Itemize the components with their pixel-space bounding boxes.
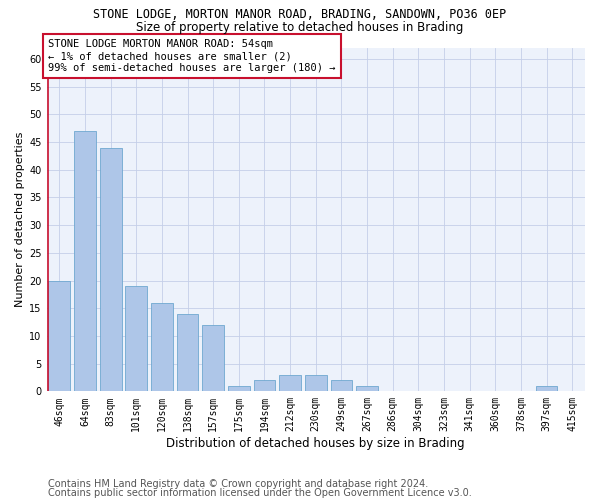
Text: STONE LODGE MORTON MANOR ROAD: 54sqm
← 1% of detached houses are smaller (2)
99%: STONE LODGE MORTON MANOR ROAD: 54sqm ← 1… xyxy=(49,40,336,72)
Bar xyxy=(254,380,275,392)
Bar xyxy=(74,131,96,392)
Text: Size of property relative to detached houses in Brading: Size of property relative to detached ho… xyxy=(136,21,464,34)
Text: Contains HM Land Registry data © Crown copyright and database right 2024.: Contains HM Land Registry data © Crown c… xyxy=(48,479,428,489)
Text: Contains public sector information licensed under the Open Government Licence v3: Contains public sector information licen… xyxy=(48,488,472,498)
Bar xyxy=(151,302,173,392)
Bar xyxy=(536,386,557,392)
Bar xyxy=(305,374,326,392)
X-axis label: Distribution of detached houses by size in Brading: Distribution of detached houses by size … xyxy=(166,437,465,450)
Bar xyxy=(100,148,122,392)
Bar xyxy=(356,386,378,392)
Bar xyxy=(125,286,147,392)
Bar xyxy=(331,380,352,392)
Bar xyxy=(228,386,250,392)
Bar xyxy=(49,280,70,392)
Bar xyxy=(202,325,224,392)
Bar xyxy=(176,314,199,392)
Text: STONE LODGE, MORTON MANOR ROAD, BRADING, SANDOWN, PO36 0EP: STONE LODGE, MORTON MANOR ROAD, BRADING,… xyxy=(94,8,506,20)
Y-axis label: Number of detached properties: Number of detached properties xyxy=(15,132,25,307)
Bar xyxy=(279,374,301,392)
